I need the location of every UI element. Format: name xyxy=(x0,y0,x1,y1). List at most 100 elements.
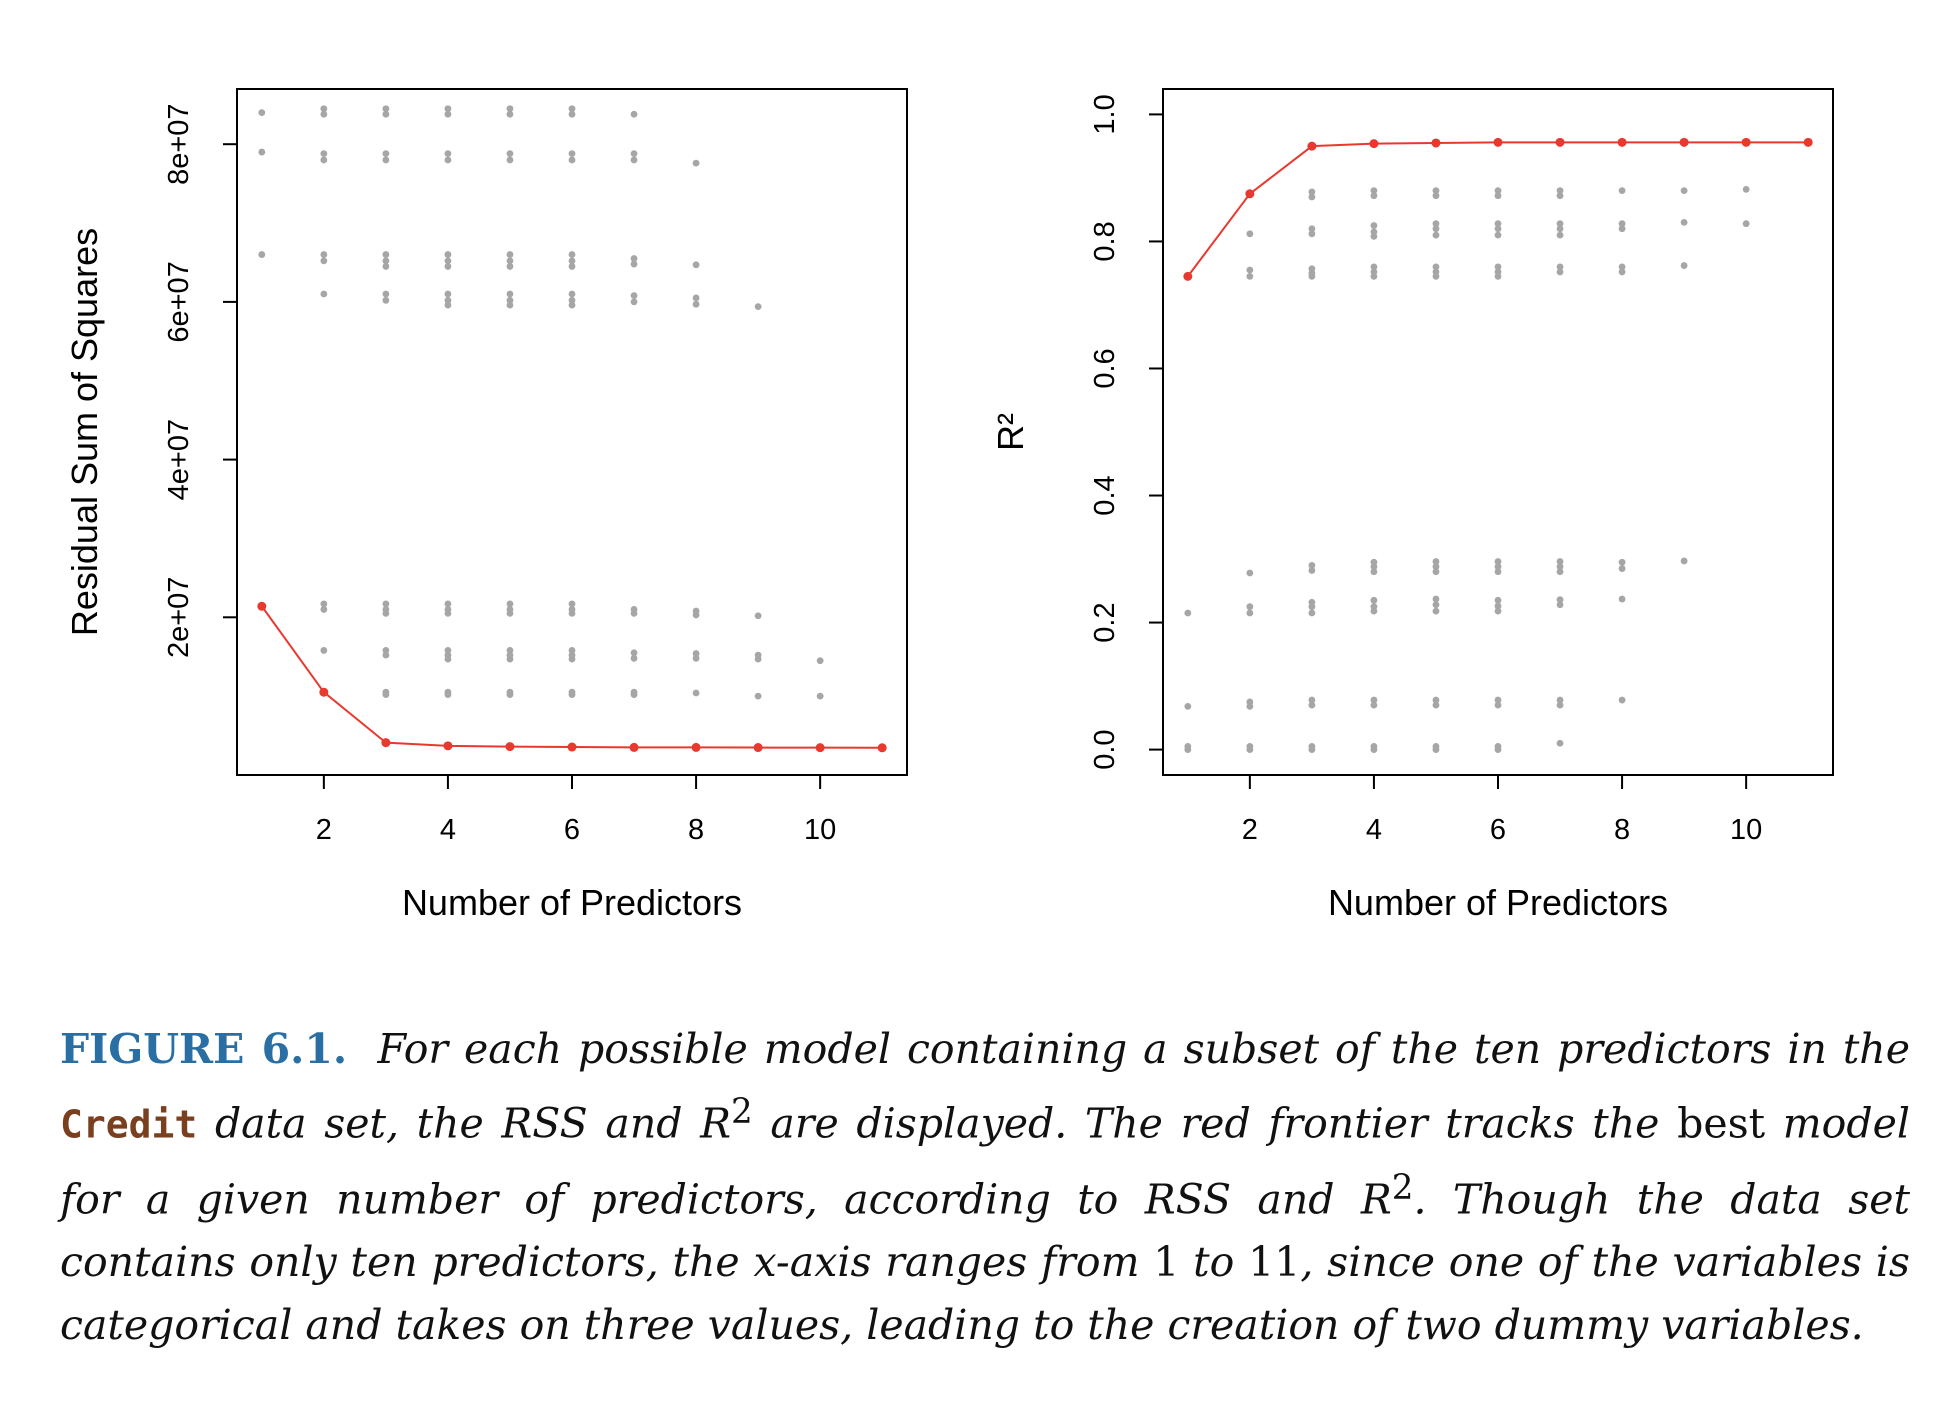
y-axis-title: Residual Sum of Squares xyxy=(64,228,105,636)
subset-point xyxy=(1618,187,1626,195)
subset-point xyxy=(506,290,514,298)
subset-point xyxy=(1494,272,1502,280)
subset-point xyxy=(382,150,390,158)
superscript-2: 2 xyxy=(731,1092,753,1132)
subset-point xyxy=(1308,225,1316,233)
subset-point xyxy=(444,296,452,304)
y-tick-label: 2e+07 xyxy=(163,577,195,658)
x-tick-label: 4 xyxy=(1366,814,1382,846)
subset-point xyxy=(506,647,514,654)
subset-point xyxy=(1308,567,1316,574)
figure-label: FIGURE 6.1. xyxy=(60,1025,348,1073)
subset-point xyxy=(1432,263,1440,271)
subset-point xyxy=(1370,222,1378,229)
x-tick-label: 2 xyxy=(316,814,332,846)
subset-point xyxy=(1556,739,1564,747)
subset-point xyxy=(568,296,576,304)
subset-point xyxy=(1494,563,1502,571)
subset-point xyxy=(1432,220,1440,228)
subset-point xyxy=(258,148,266,156)
x-symbol: x xyxy=(753,1238,776,1287)
subset-point xyxy=(568,600,576,608)
subset-point xyxy=(1494,187,1502,195)
subset-point xyxy=(1432,601,1440,609)
y-tick-label: 4e+07 xyxy=(163,419,195,500)
best-model-point xyxy=(1183,271,1193,281)
subset-point xyxy=(1370,596,1378,604)
subset-point xyxy=(1184,703,1192,710)
subset-point xyxy=(382,263,390,270)
subset-point xyxy=(1494,696,1502,704)
r-symbol: R xyxy=(700,1099,732,1148)
subset-point xyxy=(630,156,638,164)
x-tick-label: 2 xyxy=(1242,814,1258,846)
subset-point xyxy=(444,257,452,265)
subset-point xyxy=(1308,193,1316,201)
subset-point xyxy=(382,290,390,298)
r2-panel: 2 4 6 8 10 0.0 0.2 0.4 0.6 0.8 1.0 Number of Predic… xyxy=(990,88,1834,923)
best-model-point xyxy=(1493,137,1503,147)
subset-point xyxy=(1556,601,1564,609)
subset-point xyxy=(258,109,266,117)
subset-point xyxy=(382,110,390,118)
best-model-point xyxy=(1803,137,1813,147)
subset-point xyxy=(506,150,514,158)
subset-point xyxy=(1370,563,1378,571)
subset-point xyxy=(1494,596,1502,604)
subset-point xyxy=(320,251,328,258)
best-model-point xyxy=(1431,138,1441,148)
subset-point xyxy=(1432,192,1440,200)
subset-point xyxy=(1494,220,1502,228)
subset-point xyxy=(506,609,514,617)
subset-point xyxy=(1494,602,1502,610)
subset-point xyxy=(568,655,576,663)
subset-point xyxy=(1370,192,1378,200)
subset-point xyxy=(754,655,762,663)
subset-point xyxy=(382,609,390,617)
subset-point xyxy=(568,110,576,118)
subset-point xyxy=(1308,561,1316,569)
subset-point xyxy=(506,600,514,608)
subset-point xyxy=(1680,187,1688,195)
best-model-point xyxy=(1617,137,1627,147)
subset-point xyxy=(1618,225,1626,233)
subset-point xyxy=(444,655,452,663)
subset-point xyxy=(444,301,452,309)
subset-point xyxy=(382,257,390,265)
subset-point xyxy=(382,296,390,304)
subset-point xyxy=(816,692,824,700)
subset-point xyxy=(1370,696,1378,704)
subset-point xyxy=(1370,263,1378,271)
subset-point xyxy=(506,257,514,265)
best-model-point xyxy=(815,743,825,753)
subset-point xyxy=(568,290,576,298)
subset-point xyxy=(1494,192,1502,200)
subset-point xyxy=(320,110,328,118)
subset-point xyxy=(1246,272,1254,280)
subset-point xyxy=(382,647,390,654)
subset-point xyxy=(1556,220,1564,228)
subset-point xyxy=(1618,268,1626,276)
best-model-point xyxy=(1741,137,1751,147)
subset-point xyxy=(1742,185,1750,193)
subset-point xyxy=(320,290,328,298)
caption-text-1: For each possible model containing a sub… xyxy=(377,1025,1910,1073)
subset-point xyxy=(1432,558,1440,565)
subset-point xyxy=(258,251,266,258)
subset-point xyxy=(1556,701,1564,709)
subset-point xyxy=(444,156,452,164)
best-model-point xyxy=(257,601,267,611)
subset-point xyxy=(1308,746,1316,753)
subset-point xyxy=(1556,696,1564,704)
subset-point xyxy=(692,650,700,657)
x-tick-label: 10 xyxy=(804,814,836,846)
subset-point xyxy=(320,150,328,158)
subset-point xyxy=(1556,231,1564,239)
subset-point xyxy=(320,647,328,654)
subset-point xyxy=(1432,272,1440,280)
best-model-point xyxy=(567,742,577,752)
subset-point xyxy=(1618,220,1626,228)
x-tick-label: 6 xyxy=(564,814,580,846)
best-model-point xyxy=(443,741,453,751)
subset-point xyxy=(1246,609,1254,617)
